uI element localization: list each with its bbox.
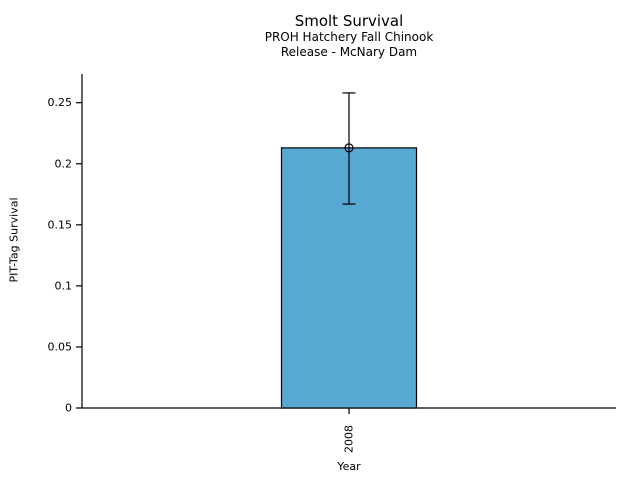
chart-subtitle-line1: PROH Hatchery Fall Chinook xyxy=(264,30,434,44)
point-marker-circle xyxy=(344,143,354,153)
x-axis-label: Year xyxy=(337,460,361,473)
y-tick-label: 0.15 xyxy=(48,218,73,231)
y-tick-label: 0.2 xyxy=(55,157,73,170)
chart-title: Smolt Survival xyxy=(294,12,404,30)
y-tick-label: 0.1 xyxy=(55,279,73,292)
y-tick-label: 0.05 xyxy=(48,340,73,353)
chart-subtitle-line2: Release - McNary Dam xyxy=(280,45,418,59)
y-tick-label: 0.25 xyxy=(48,96,73,109)
y-tick-label: 0 xyxy=(65,402,72,415)
x-tick-label: 2008 xyxy=(343,425,356,453)
